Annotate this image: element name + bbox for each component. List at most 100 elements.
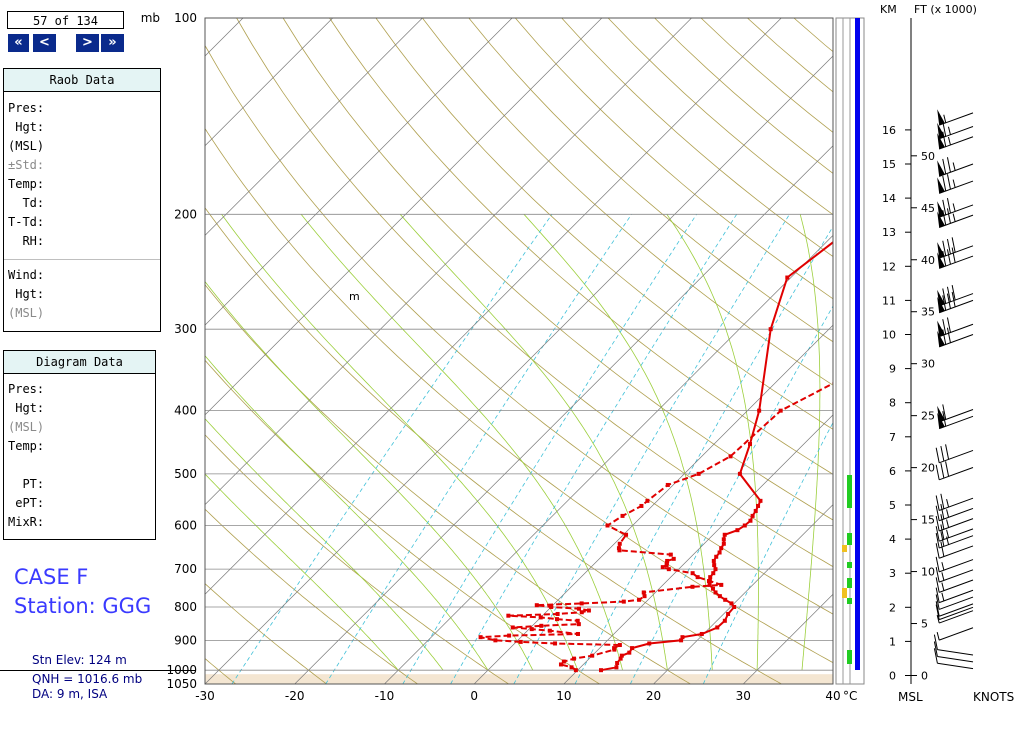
barb-half-flag	[952, 162, 956, 171]
dewpoint-profile-point	[668, 552, 673, 557]
dry-adiabat	[205, 284, 691, 684]
case-label: CASE F	[14, 565, 89, 589]
dewpoint-profile-point	[666, 567, 671, 572]
moist-adiabat	[221, 214, 579, 671]
km-tick-label: 2	[889, 601, 896, 614]
ground-fill	[205, 674, 833, 684]
km-tick-label: 14	[882, 192, 896, 205]
wind-barb	[933, 648, 974, 670]
dewpoint-profile-point	[639, 503, 644, 508]
barb-flag	[942, 199, 947, 215]
diagram-msl-label: (MSL)	[8, 420, 45, 434]
temperature-profile-point	[732, 604, 737, 609]
isotherm	[205, 18, 244, 57]
temperature-profile-point	[768, 327, 773, 332]
pressure-tick-label: 800	[174, 600, 197, 614]
dewpoint-profile-point	[690, 571, 695, 576]
raob-temp-label: Temp:	[8, 177, 45, 191]
dewpoint-profile-point	[569, 665, 574, 670]
dry-adiabat	[205, 508, 418, 684]
pressure-tick-label: 700	[174, 562, 197, 576]
temp-tick-label: -20	[285, 689, 305, 703]
isotherm	[384, 234, 833, 684]
temperature-profile-point	[721, 537, 726, 542]
temperature-profile-point	[785, 275, 790, 280]
barb-flag	[935, 567, 940, 583]
dewpoint-profile-point	[719, 582, 724, 587]
wind-barb	[933, 641, 974, 663]
barb-half-flag	[936, 614, 940, 624]
dry-adiabat	[205, 44, 833, 615]
barb-flag	[940, 541, 945, 557]
wind-barb	[937, 121, 974, 140]
barb-flag	[935, 495, 940, 511]
barb-flag	[942, 319, 947, 335]
wind-barb	[935, 587, 974, 604]
dewpoint-profile-point	[529, 627, 534, 632]
height-scale: 0123456789101112131415160510152025303540…	[880, 3, 1014, 704]
dry-adiabat	[0, 18, 145, 684]
dewpoint-profile-point	[917, 327, 921, 331]
dewpoint-profile-point	[555, 611, 560, 616]
barb-flag	[935, 447, 940, 463]
dry-adiabat	[561, 18, 833, 258]
temperature-profile-point	[618, 656, 623, 661]
barb-flag	[940, 493, 945, 509]
barb-staff	[939, 535, 974, 549]
raob-wind-label: Wind:	[8, 268, 45, 282]
dewpoint-profile-point	[547, 628, 552, 633]
diagram-data-title: Diagram Data	[4, 351, 155, 374]
isotherm	[205, 18, 333, 147]
temperature-profile-point	[748, 518, 753, 523]
km-tick-label: 1	[889, 635, 896, 648]
barb-pennant	[937, 177, 945, 194]
barb-pennant	[937, 122, 945, 139]
dewpoint-profile-point	[576, 622, 581, 627]
km-axis-title: KM	[880, 3, 897, 16]
temperature-profile-point	[723, 597, 728, 602]
dry-adiabat	[205, 207, 782, 684]
wind-barb	[936, 627, 974, 641]
dewpoint-profile-point	[645, 498, 650, 503]
temperature-profile-point	[867, 212, 871, 216]
dewpoint-profile-point	[590, 653, 595, 658]
pressure-tick-label: 400	[174, 404, 197, 418]
temp-unit-label: °C	[843, 689, 857, 703]
temperature-profile-point	[711, 558, 716, 563]
barb-flag	[935, 464, 940, 480]
temperature-profile-point	[721, 541, 726, 546]
barb-flag	[935, 594, 940, 610]
dewpoint-profile-point	[571, 656, 576, 661]
km-tick-label: 4	[889, 533, 896, 546]
temperature-profile-point	[717, 550, 722, 555]
dewpoint-profile-point	[579, 601, 584, 606]
barb-staff	[939, 596, 974, 610]
pressure-unit-label: mb	[141, 11, 160, 25]
dewpoint-profile-point	[642, 594, 647, 599]
station-qnh: QNH = 1016.6 mb	[32, 672, 143, 686]
raob-std-label: ±Std:	[8, 158, 45, 172]
raob-ttd-label: T-Td:	[8, 215, 45, 229]
isotherm	[473, 324, 833, 684]
moist-adiabat	[205, 355, 489, 671]
mixing-ratio-line	[450, 214, 738, 684]
dewpoint-profile-point	[577, 606, 582, 611]
km-tick-label: 13	[882, 226, 896, 239]
barb-half-flag	[947, 126, 951, 135]
dewpoint-profile-point	[707, 579, 712, 584]
last-sounding-button[interactable]: »	[101, 34, 124, 52]
first-sounding-button[interactable]: «	[8, 34, 29, 52]
layer-marker	[847, 533, 852, 545]
moist-adiabat	[300, 214, 623, 671]
km-tick-label: 0	[889, 670, 896, 683]
kft-tick-label: 25	[921, 410, 935, 423]
barb-half-flag	[941, 572, 945, 581]
prev-sounding-button[interactable]: <	[33, 34, 56, 52]
barb-pennant	[937, 242, 945, 259]
barb-staff	[939, 497, 974, 511]
next-sounding-button[interactable]: >	[76, 34, 99, 52]
barb-staff	[939, 545, 974, 559]
temperature-profile-point	[722, 618, 727, 623]
temperature-profile-point	[707, 582, 712, 587]
